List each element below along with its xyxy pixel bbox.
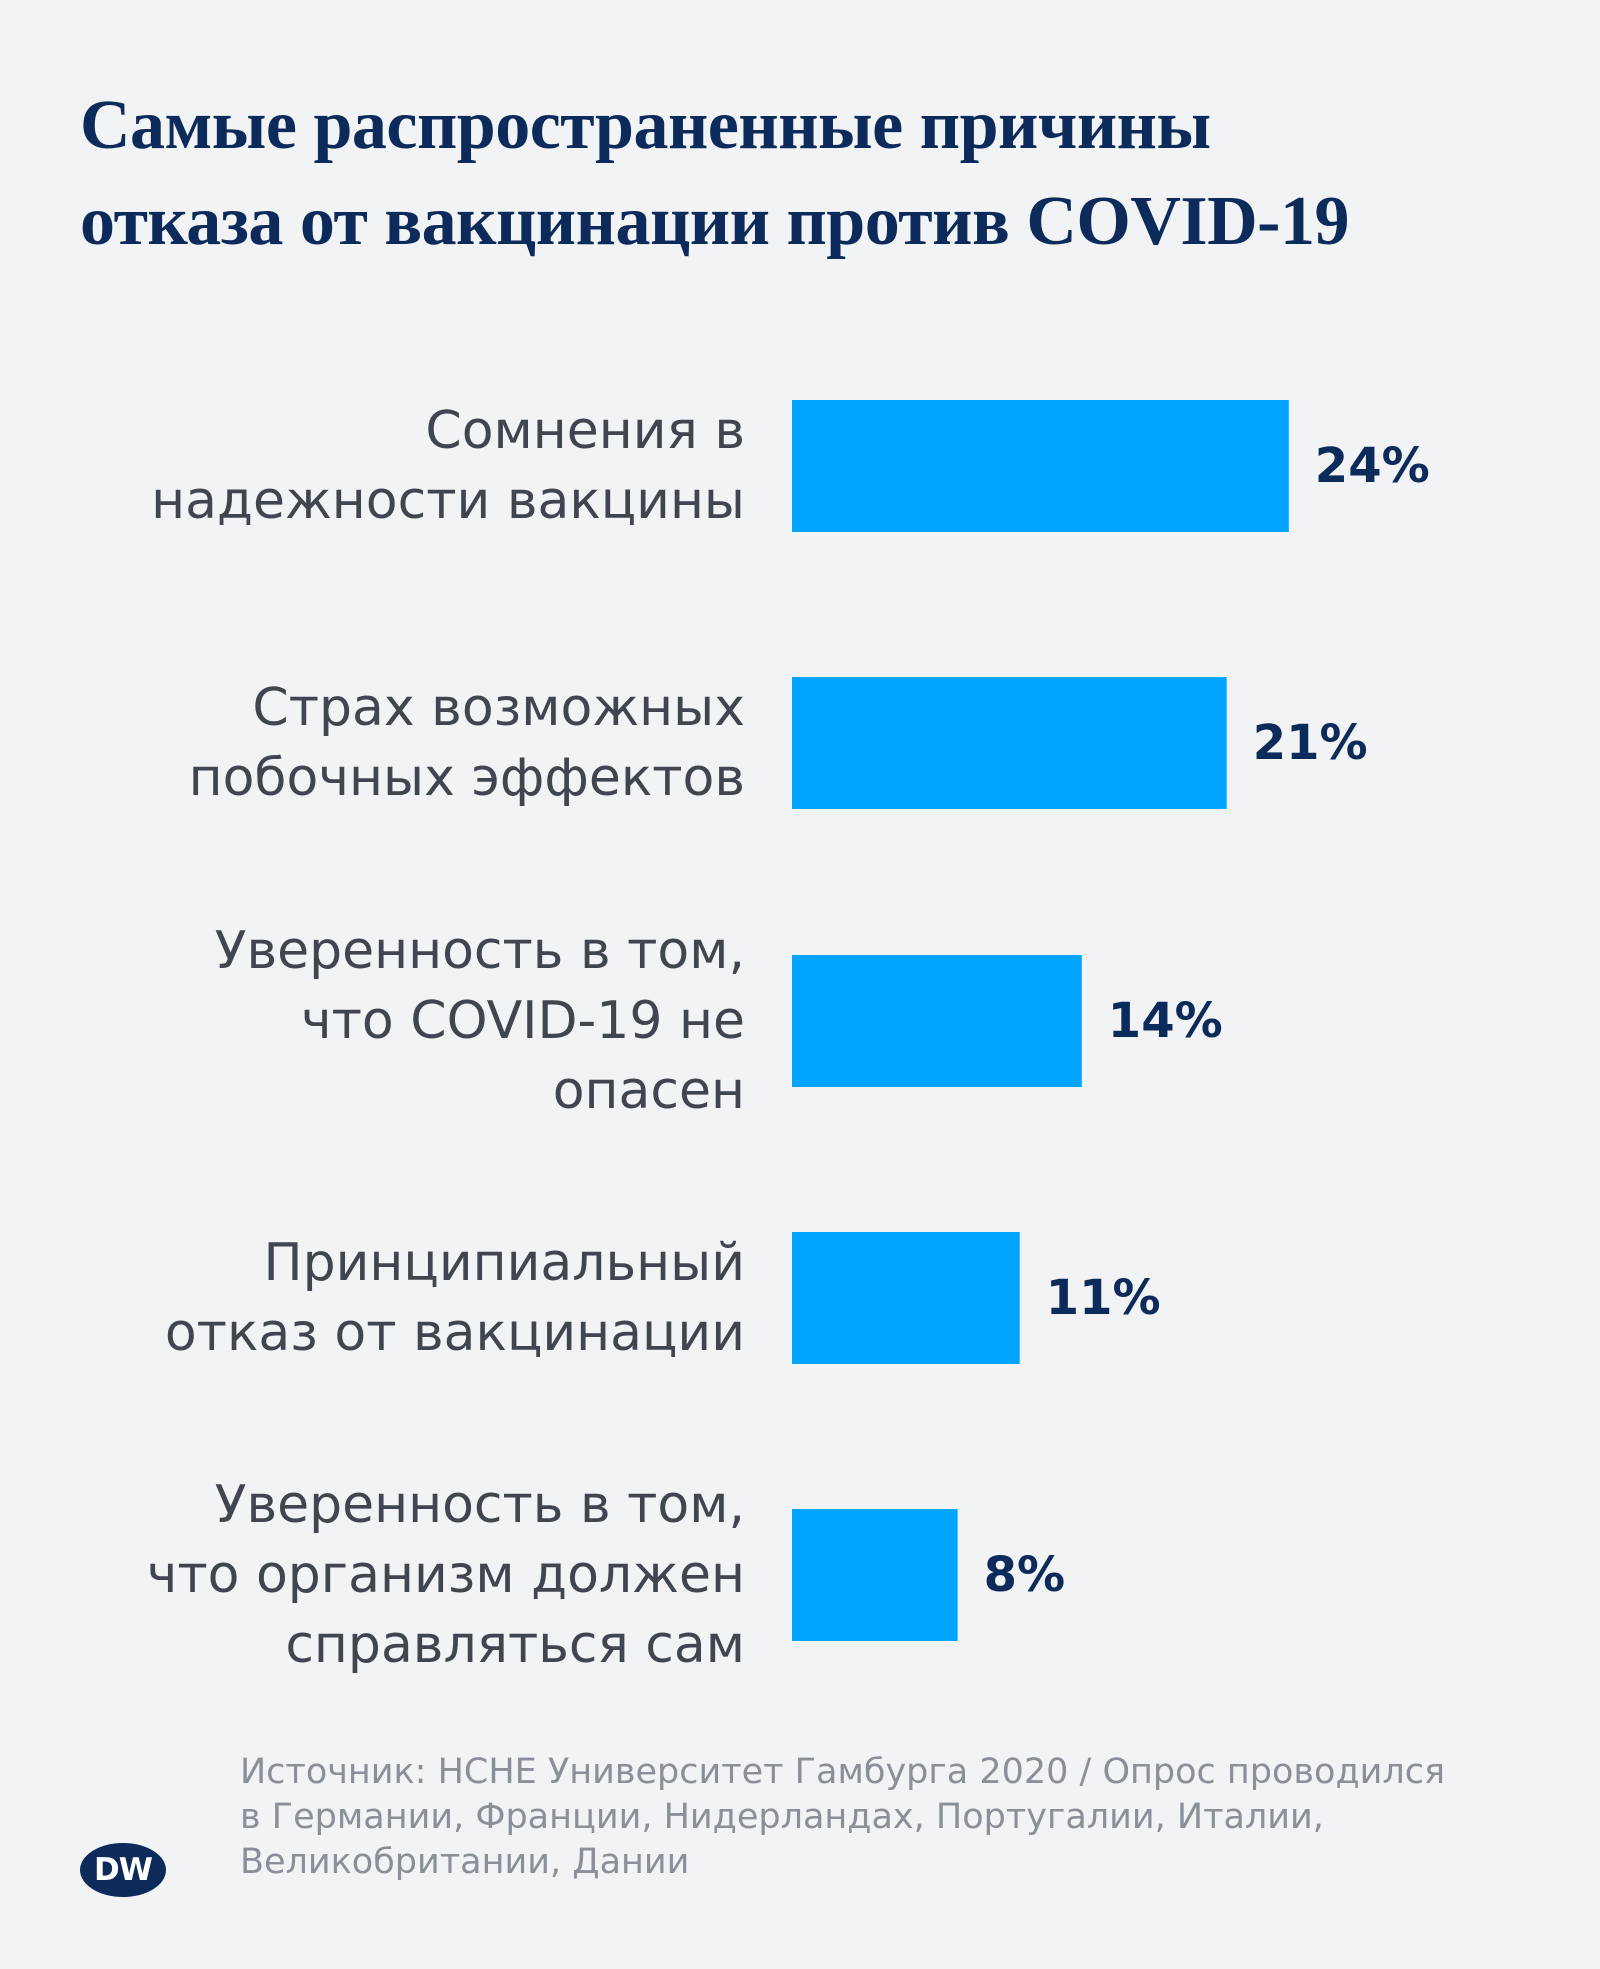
category-label: надежности вакцины [151, 471, 745, 531]
bar [792, 1509, 958, 1641]
category-label: что COVID-19 не [301, 991, 745, 1051]
chart-title: Самые распространенные причины отказа от… [80, 78, 1550, 270]
category-label: Сомнения в [425, 401, 745, 461]
source-line-3: Великобритании, Дании [240, 1842, 690, 1882]
title-line-1: Самые распространенные причины [80, 87, 1211, 164]
value-label: 11% [1046, 1270, 1161, 1326]
category-label: что организм должен [147, 1545, 745, 1605]
value-label: 21% [1253, 715, 1368, 771]
category-label: Страх возможных [252, 678, 745, 738]
title-line-2: отказа от вакцинации против COVID-19 [80, 183, 1349, 260]
source-line-2: в Германии, Франции, Нидерландах, Португ… [240, 1797, 1324, 1837]
category-label: отказ от вакцинации [165, 1303, 745, 1363]
category-label: опасен [553, 1061, 745, 1121]
category-label: Принципиальный [264, 1233, 745, 1293]
category-label: побочных эффектов [189, 748, 745, 808]
dw-logo-text: DW [94, 1852, 153, 1888]
bar [792, 955, 1082, 1087]
dw-logo-icon: DW [80, 1843, 166, 1897]
category-label: Уверенность в том, [215, 921, 745, 981]
category-label: справляться сам [285, 1615, 745, 1675]
value-label: 8% [984, 1547, 1066, 1603]
category-label: Уверенность в том, [215, 1475, 745, 1535]
source-note: Источник: HCHE Университет Гамбурга 2020… [240, 1750, 1480, 1885]
value-label: 24% [1315, 438, 1430, 494]
bar [792, 400, 1289, 532]
bar [792, 1232, 1020, 1364]
source-line-1: Источник: HCHE Университет Гамбурга 2020… [240, 1752, 1446, 1792]
value-label: 14% [1108, 993, 1223, 1049]
bar [792, 677, 1227, 809]
